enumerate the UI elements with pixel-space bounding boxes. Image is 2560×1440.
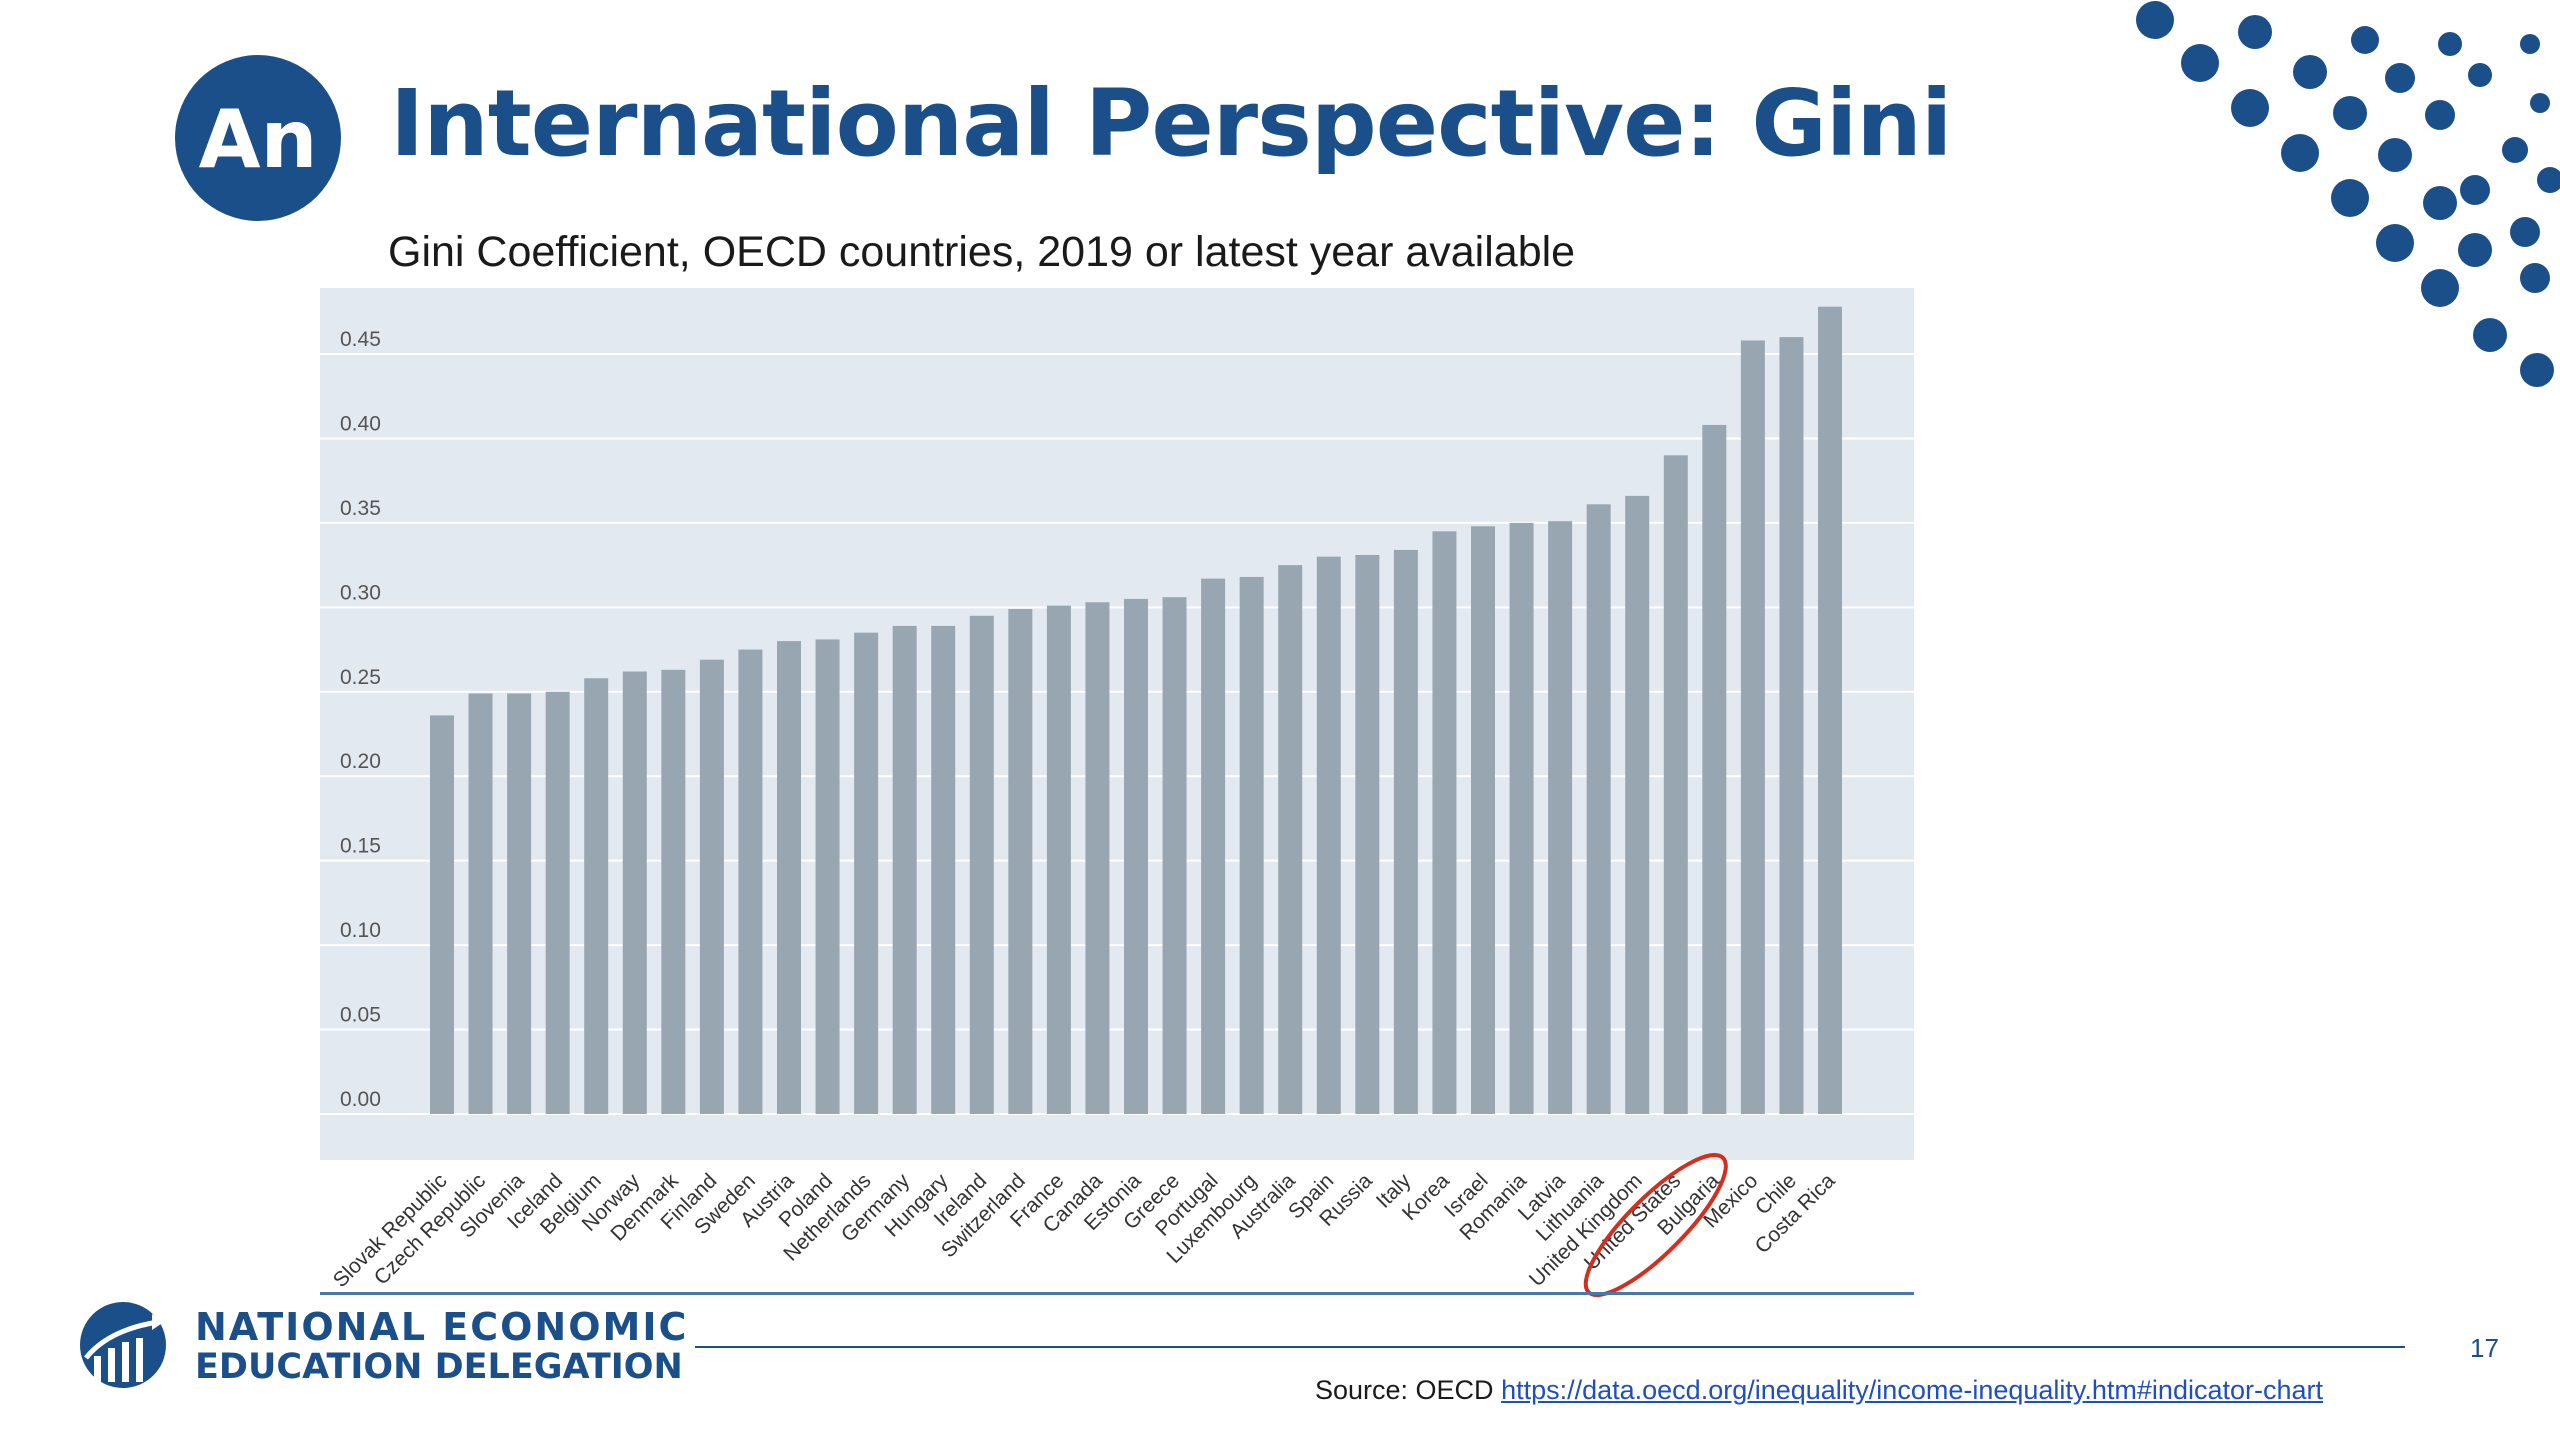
chart-subtitle: Gini Coefficient, OECD countries, 2019 o… xyxy=(388,228,1576,276)
decorative-dot xyxy=(2438,32,2462,56)
bar xyxy=(1818,306,1842,1114)
bar xyxy=(777,641,801,1114)
bar xyxy=(1124,598,1148,1114)
bar xyxy=(1625,495,1650,1114)
bar xyxy=(1779,337,1804,1115)
y-tick-label: 0.40 xyxy=(340,412,381,435)
bar xyxy=(430,715,454,1114)
decorative-dot xyxy=(2231,89,2269,127)
bar xyxy=(661,669,686,1114)
bar xyxy=(1586,504,1611,1114)
bar xyxy=(1201,578,1226,1114)
bar xyxy=(969,615,994,1114)
title-badge: An xyxy=(175,55,341,221)
y-tick-label: 0.20 xyxy=(340,750,381,773)
decorative-dot xyxy=(2520,263,2550,293)
bar xyxy=(1046,605,1071,1114)
y-tick-label: 0.00 xyxy=(340,1088,381,1111)
bar xyxy=(1740,340,1765,1114)
source-label: Source: OECD xyxy=(1315,1375,1502,1405)
footer-rule xyxy=(695,1346,2405,1348)
decorative-dot-pattern xyxy=(2136,1,2560,387)
bar xyxy=(699,659,724,1114)
bar xyxy=(738,649,763,1114)
chart-bottom-rule xyxy=(320,1292,1914,1295)
bar xyxy=(1548,521,1573,1114)
decorative-dot xyxy=(2181,44,2219,82)
decorative-dot xyxy=(2423,186,2457,220)
decorative-dot xyxy=(2530,93,2550,113)
bar xyxy=(1085,602,1110,1114)
decorative-dot xyxy=(2351,26,2379,54)
y-tick-label: 0.05 xyxy=(340,1004,381,1027)
bar xyxy=(507,693,532,1114)
decorative-dot xyxy=(2425,100,2455,130)
decorative-dot xyxy=(2520,353,2554,387)
bar xyxy=(545,691,570,1114)
bar xyxy=(815,639,840,1114)
bar xyxy=(584,678,609,1114)
source-note: Source: OECD https://data.oecd.org/inequ… xyxy=(1315,1375,2323,1406)
bar xyxy=(468,693,493,1114)
decorative-dot xyxy=(2473,318,2507,352)
org-name-line2: EDUCATION DELEGATION xyxy=(195,1347,683,1387)
bar xyxy=(622,671,647,1114)
bar xyxy=(1278,565,1303,1114)
y-tick-label: 0.45 xyxy=(340,328,381,351)
decorative-dot xyxy=(2385,63,2415,93)
org-name-line1: NATIONAL ECONOMIC xyxy=(195,1305,689,1349)
decorative-dot xyxy=(2510,217,2540,247)
bar xyxy=(1008,609,1033,1114)
decorative-dot xyxy=(2378,138,2412,172)
decorative-dot xyxy=(2331,179,2369,217)
bar xyxy=(1162,597,1187,1114)
bar xyxy=(892,625,917,1114)
y-tick-label: 0.30 xyxy=(340,581,381,604)
bar xyxy=(1702,424,1727,1114)
decorative-dot xyxy=(2281,134,2319,172)
title-badge-text: An xyxy=(199,93,318,186)
decorative-dot xyxy=(2537,167,2560,193)
decorative-dot xyxy=(2502,137,2528,163)
bar xyxy=(1509,522,1534,1114)
decorative-dot xyxy=(2136,1,2174,39)
decorative-dot xyxy=(2468,63,2492,87)
y-tick-label: 0.35 xyxy=(340,497,381,520)
bar xyxy=(1432,531,1457,1114)
slide-title: International Perspective: Gini xyxy=(390,70,1952,177)
decorative-dot xyxy=(2460,175,2490,205)
bar xyxy=(854,632,879,1114)
decorative-dot xyxy=(2333,96,2367,130)
decorative-dot xyxy=(2293,55,2327,89)
decorative-dot xyxy=(2458,233,2492,267)
decorative-dot xyxy=(2421,269,2459,307)
y-tick-label: 0.25 xyxy=(340,666,381,689)
bar xyxy=(1316,556,1341,1114)
decorative-dot xyxy=(2376,224,2414,262)
bar xyxy=(1393,549,1418,1114)
org-logo-icon xyxy=(80,1302,166,1388)
bar xyxy=(1355,554,1380,1114)
decorative-dot xyxy=(2238,15,2272,49)
bar xyxy=(1663,455,1688,1114)
y-tick-label: 0.15 xyxy=(340,835,381,858)
decorative-dot xyxy=(2520,34,2540,54)
source-link[interactable]: https://data.oecd.org/inequality/income-… xyxy=(1501,1375,2324,1405)
bar xyxy=(1471,526,1495,1114)
y-tick-label: 0.10 xyxy=(340,919,381,942)
bar xyxy=(931,625,956,1114)
bar xyxy=(1239,576,1264,1114)
page-number: 17 xyxy=(2470,1333,2499,1363)
